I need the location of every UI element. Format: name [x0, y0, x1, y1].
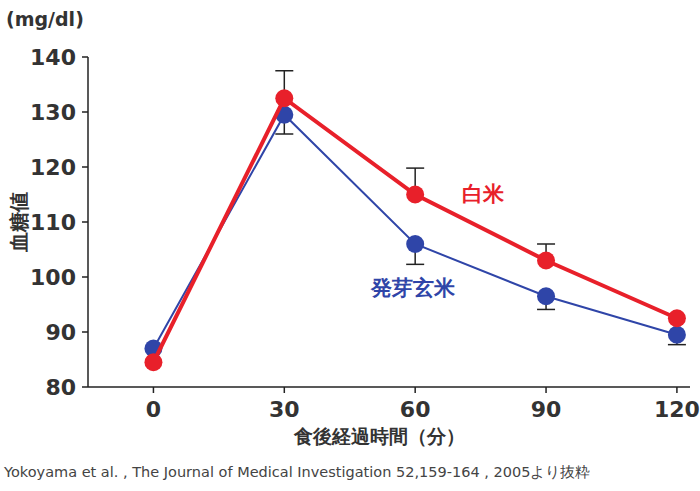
y-unit: (mg/dl): [6, 8, 84, 30]
x-tick-label: 60: [400, 397, 431, 422]
error-cap: [406, 167, 424, 169]
error-cap: [537, 309, 555, 311]
x-tick-label: 120: [654, 397, 700, 422]
x-tick: [414, 387, 416, 393]
x-tick-label: 90: [531, 397, 562, 422]
x-tick-label: 0: [146, 397, 161, 422]
error-cap: [668, 344, 686, 346]
x-tick: [153, 387, 155, 393]
marker: [144, 353, 162, 371]
x-tick-label: 30: [269, 397, 300, 422]
error-cap: [537, 243, 555, 245]
marker: [668, 326, 686, 344]
y-label: 血糖値: [7, 192, 31, 253]
marker: [406, 235, 424, 253]
plot-marks: [144, 71, 685, 372]
error-cap: [275, 70, 293, 72]
y-tick-label: 130: [30, 100, 76, 125]
y-tick-label: 80: [45, 375, 76, 400]
series-label: 発芽玄米: [370, 276, 456, 300]
chart: 80 90 100 110 120 130 140 0 30 60 90 120 (mg/dl) 血糖値食…: [0, 0, 700, 491]
marker: [275, 89, 293, 107]
y-tick: [82, 331, 88, 333]
x-tick: [284, 387, 286, 393]
y-tick-label: 140: [30, 45, 76, 70]
marker: [537, 252, 555, 270]
series-line: [153, 115, 676, 349]
y-tick-label: 120: [30, 155, 76, 180]
x-tick: [545, 387, 547, 393]
marker: [668, 309, 686, 327]
y-tick: [82, 386, 88, 388]
series-label: 白米: [462, 182, 505, 206]
source: Yokoyama et al. , The Journal of Medical…: [3, 464, 590, 480]
y-tick: [82, 276, 88, 278]
marker: [537, 287, 555, 305]
x-label: 食後経過時間（分）: [293, 425, 465, 447]
y-tick-label: 90: [45, 320, 76, 345]
y-tick: [82, 111, 88, 113]
y-tick: [82, 166, 88, 168]
error-cap: [406, 264, 424, 266]
x-tick: [676, 387, 678, 393]
x-axis: [88, 386, 690, 388]
error-cap: [275, 133, 293, 135]
y-tick-label: 100: [30, 265, 76, 290]
marker: [406, 186, 424, 204]
y-tick: [82, 56, 88, 58]
y-tick: [82, 221, 88, 223]
y-tick-label: 110: [30, 210, 76, 235]
series-line: [153, 98, 676, 362]
